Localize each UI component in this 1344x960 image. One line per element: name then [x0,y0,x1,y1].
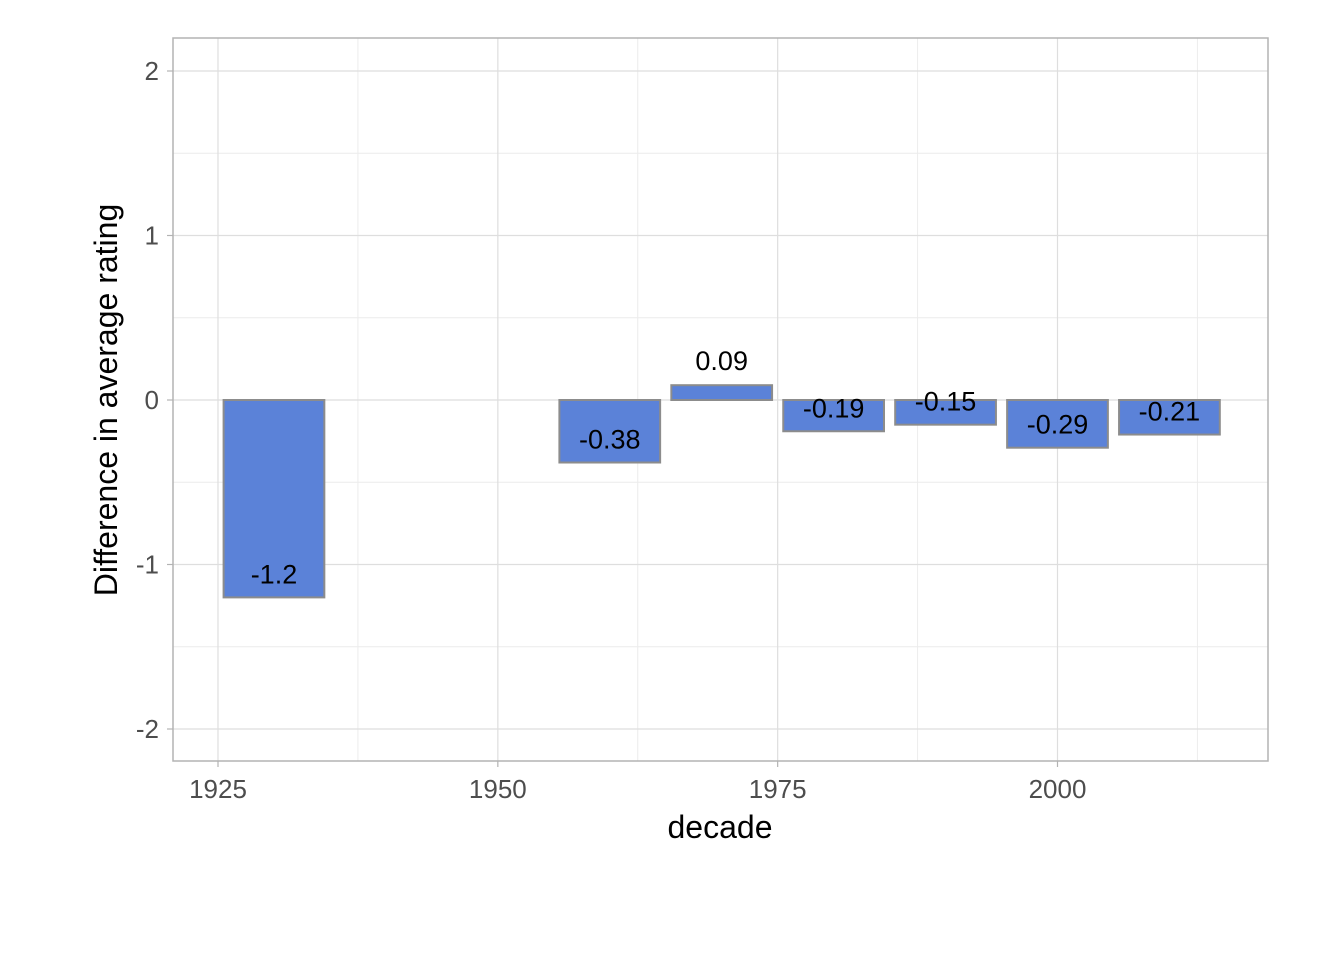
data-label: -0.19 [803,393,865,423]
bar [894,399,997,426]
bar [1118,399,1221,436]
y-tick-label: -2 [136,714,159,744]
bar [782,399,886,433]
bar [1006,399,1109,449]
bars [222,384,1221,599]
y-tick-label: -1 [136,550,159,580]
data-labels: -1.2 -0.38 0.09 -0.19 -0.15 -0.29 -0.21 [251,346,1201,589]
y-tick-label: 1 [145,221,159,251]
data-label: -1.2 [251,559,298,589]
data-label: -0.21 [1139,397,1201,427]
y-tick-label: 2 [145,56,159,86]
data-label: 0.09 [695,346,748,376]
bar [670,384,774,402]
bar [558,399,662,464]
y-axis-ticks: -2 -1 0 1 2 [136,56,173,744]
data-label: -0.15 [915,387,977,417]
x-axis-title: decade [668,809,773,845]
grid-lines [173,38,1268,761]
x-tick-label: 1950 [469,774,527,804]
y-tick-label: 0 [145,385,159,415]
x-tick-label: 1925 [189,774,247,804]
x-tick-label: 1975 [749,774,807,804]
data-label: -0.29 [1027,410,1089,440]
x-tick-label: 2000 [1029,774,1087,804]
bar [222,399,326,599]
data-label: -0.38 [579,425,641,455]
x-axis-ticks: 1925 1950 1975 2000 [189,761,1086,804]
y-axis-title: Difference in average rating [88,204,124,597]
